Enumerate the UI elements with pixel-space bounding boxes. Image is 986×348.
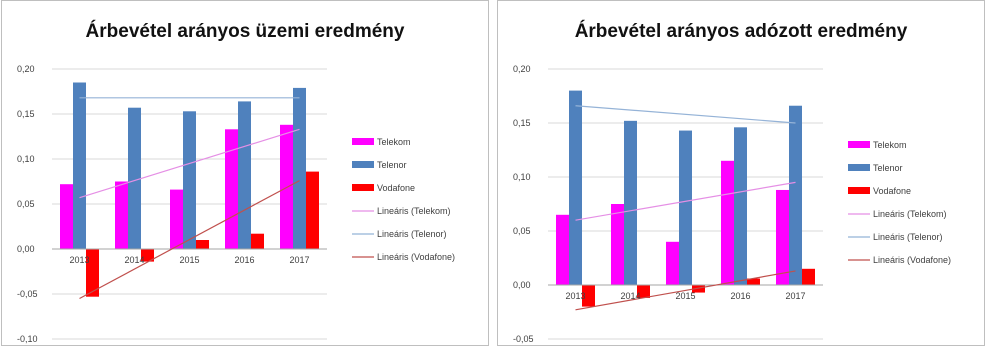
chart-svg: 0,20 0,15 0,10 0,05 0,00 -0,05 -0,10 2013 2014 20… [17, 64, 455, 344]
bar-telenor [183, 111, 196, 249]
x-tick-label: 2016 [234, 255, 254, 265]
legend-label: Vodafone [377, 183, 415, 193]
bar-vodafone [306, 171, 319, 249]
bar-vodafone [692, 285, 705, 293]
bar-telenor [293, 87, 306, 250]
x-tick-label: 2016 [730, 291, 750, 301]
chart-svg: 0,20 0,15 0,10 0,05 0,00 -0,05 2013 2014 2015 201… [513, 64, 951, 344]
x-tick-label: 2013 [565, 291, 585, 301]
legend-label: Lineáris (Vodafone) [377, 252, 455, 262]
legend-swatch [352, 184, 374, 191]
legend-label: Lineáris (Telenor) [873, 232, 943, 242]
legend-swatch [848, 164, 870, 171]
x-tick-label: 2014 [124, 255, 144, 265]
bar-telenor [679, 130, 692, 285]
y-tick-label: -0,05 [17, 289, 38, 299]
bar-telekom [556, 214, 569, 285]
bar-telekom [611, 204, 624, 285]
bar-vodafone [637, 285, 650, 298]
bar-telenor [569, 90, 582, 285]
trendline [575, 105, 796, 124]
bar-telekom [60, 184, 73, 249]
bar-vodafone [196, 240, 209, 249]
trendline [575, 270, 796, 311]
bar-telenor [789, 105, 802, 285]
bar-telekom [666, 241, 679, 285]
y-tick-label: 0,15 [513, 118, 531, 128]
legend-swatch [848, 187, 870, 194]
legend-label: Telenor [377, 160, 407, 170]
x-tick-label: 2017 [785, 291, 805, 301]
legend-label: Telekom [377, 137, 411, 147]
x-tick-label: 2014 [620, 291, 640, 301]
trendline [79, 180, 300, 300]
chart-title: Árbevétel arányos adózott eredmény [574, 21, 908, 42]
bar-telekom [721, 160, 734, 285]
y-tick-label: 0,05 [17, 199, 35, 209]
legend-label: Lineáris (Telekom) [377, 206, 451, 216]
bar-telenor [73, 82, 86, 249]
bar-telenor [624, 120, 637, 285]
legend-label: Lineáris (Telekom) [873, 209, 947, 219]
bar-telekom [170, 189, 183, 249]
bar-vodafone [747, 278, 760, 285]
bar-vodafone [251, 233, 264, 249]
bar-telekom [115, 181, 128, 249]
legend-swatch [848, 141, 870, 148]
x-tick-label: 2015 [675, 291, 695, 301]
chart-panel-net-result: Árbevétel arányos adózott eredmény 0,20 0… [497, 0, 985, 346]
y-tick-label: 0,05 [513, 226, 531, 236]
legend-label: Lineáris (Telenor) [377, 229, 447, 239]
legend-label: Vodafone [873, 186, 911, 196]
x-tick-label: 2013 [69, 255, 89, 265]
bar-vodafone [86, 249, 99, 297]
trendline [79, 128, 300, 199]
bar-telenor [128, 107, 141, 249]
y-tick-label: 0,00 [513, 280, 531, 290]
bar-vodafone [141, 249, 154, 262]
y-tick-label: 0,10 [513, 172, 531, 182]
bar-telenor [734, 127, 747, 285]
y-tick-label: 0,15 [17, 109, 35, 119]
y-tick-label: -0,10 [17, 334, 38, 344]
legend-label: Telenor [873, 163, 903, 173]
bar-telenor [238, 101, 251, 250]
y-tick-label: 0,20 [513, 64, 531, 74]
bar-telekom [225, 129, 238, 249]
trendline [575, 181, 796, 221]
chart-panel-operating-result: Árbevétel arányos üzemi eredmény 0,20 0,1… [1, 0, 489, 346]
y-tick-label: 0,20 [17, 64, 35, 74]
y-tick-label: 0,00 [17, 244, 35, 254]
bar-telekom [776, 189, 789, 285]
legend-label: Lineáris (Vodafone) [873, 255, 951, 265]
y-tick-label: -0,05 [513, 334, 534, 344]
bar-vodafone [802, 268, 815, 285]
legend-swatch [352, 138, 374, 145]
chart-title: Árbevétel arányos üzemi eredmény [85, 21, 405, 42]
bar-vodafone [582, 285, 595, 307]
y-tick-label: 0,10 [17, 154, 35, 164]
x-tick-label: 2017 [289, 255, 309, 265]
x-tick-label: 2015 [179, 255, 199, 265]
legend-swatch [352, 161, 374, 168]
legend-label: Telekom [873, 140, 907, 150]
